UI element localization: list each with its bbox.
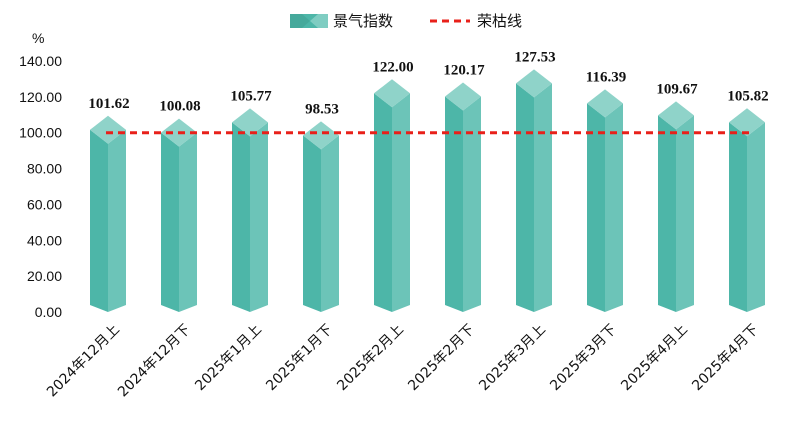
bar-left-face <box>516 83 534 312</box>
x-tick-label: 2025年2月下 <box>405 322 478 395</box>
bar-right-face <box>108 129 126 312</box>
x-tick-label: 2025年1月下 <box>263 322 336 395</box>
bar-left-face <box>658 115 676 313</box>
bar-left-face <box>90 129 108 312</box>
bar-left-face <box>374 93 392 313</box>
bar <box>516 69 552 312</box>
bar-top-face <box>232 108 268 137</box>
bar <box>161 118 197 312</box>
bar-top-face <box>90 115 126 144</box>
x-tick-label: 2025年1月上 <box>192 322 265 395</box>
data-label: 105.77 <box>230 88 272 104</box>
bar <box>729 108 765 313</box>
data-label: 100.08 <box>159 99 200 115</box>
bar-right-face <box>463 96 481 312</box>
x-tick-label: 2024年12月下 <box>115 322 194 401</box>
bar-top-face <box>516 69 552 98</box>
y-axis-ticks: 0.00 20.00 40.00 60.00 80.00 100.00 120.00 140.… <box>19 53 62 320</box>
bar <box>232 108 268 312</box>
x-tick-label: 2025年2月上 <box>334 322 407 395</box>
bar-top-face <box>658 101 694 130</box>
bar <box>445 82 481 312</box>
x-tick-label: 2024年12月上 <box>44 322 123 401</box>
bar-right-face <box>605 103 623 312</box>
x-tick-label: 2025年4月下 <box>689 322 762 395</box>
x-tick-label: 2025年3月下 <box>547 322 620 395</box>
data-label: 127.53 <box>514 49 555 65</box>
bar-left-face <box>161 132 179 312</box>
legend-label-line: 荣枯线 <box>477 12 522 30</box>
data-label: 109.67 <box>656 81 698 97</box>
bar-right-face <box>321 135 339 312</box>
bar-right-face <box>747 122 765 313</box>
bar-left-face <box>303 135 321 312</box>
y-axis-unit: % <box>32 30 44 46</box>
data-label: 122.00 <box>372 59 413 75</box>
bar-top-face <box>303 121 339 150</box>
legend-swatch-bar <box>290 14 328 28</box>
bar-left-face <box>587 103 605 312</box>
data-label: 120.17 <box>443 63 485 79</box>
legend-label-bar: 景气指数 <box>333 12 393 30</box>
bar-right-face <box>250 122 268 312</box>
data-label: 101.62 <box>88 96 129 112</box>
bar-top-face <box>729 108 765 137</box>
y-tick-label: 40.00 <box>27 232 62 248</box>
y-tick-label: 100.00 <box>19 125 62 141</box>
y-tick-label: 0.00 <box>35 304 62 320</box>
x-tick-label: 2025年3月上 <box>476 322 549 395</box>
y-tick-label: 140.00 <box>19 53 62 69</box>
y-tick-label: 60.00 <box>27 196 62 212</box>
bar-right-face <box>676 115 694 313</box>
data-labels: 101.62 100.08 105.77 98.53 122.00 120.17 127.5… <box>88 49 768 117</box>
y-tick-label: 80.00 <box>27 161 62 177</box>
x-tick-label: 2025年4月上 <box>618 322 691 395</box>
category-labels: 2024年12月上2024年12月下2025年1月上2025年1月下2025年2… <box>44 322 762 401</box>
bar <box>587 89 623 312</box>
bar-left-face <box>729 122 747 313</box>
bar-top-face <box>374 79 410 108</box>
bar <box>303 121 339 312</box>
y-tick-label: 120.00 <box>19 89 62 105</box>
data-label: 98.53 <box>305 101 339 117</box>
bar-right-face <box>534 83 552 312</box>
bar-right-face <box>179 132 197 312</box>
bar-top-face <box>445 82 481 111</box>
bar <box>658 101 694 313</box>
data-label: 105.82 <box>727 88 768 104</box>
data-label: 116.39 <box>586 69 626 85</box>
legend: 景气指数 荣枯线 <box>290 12 522 30</box>
bar <box>90 115 126 312</box>
bar-right-face <box>392 93 410 313</box>
bar-left-face <box>445 96 463 312</box>
bar-top-face <box>587 89 623 118</box>
bars <box>90 69 765 313</box>
y-tick-label: 20.00 <box>27 268 62 284</box>
bar-left-face <box>232 122 250 312</box>
bar <box>374 79 410 313</box>
